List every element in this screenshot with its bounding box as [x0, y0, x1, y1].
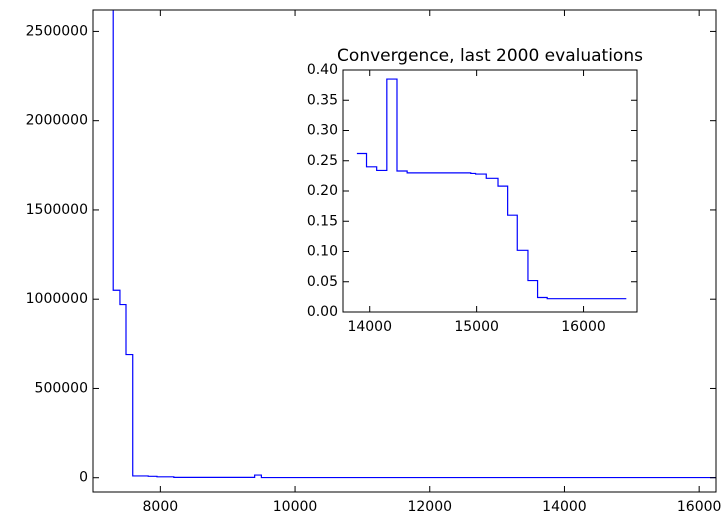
data-line	[112, 10, 716, 479]
x-tick-label: 16000	[677, 499, 722, 515]
y-tick-label: 0.20	[307, 183, 338, 199]
y-tick-label: 1000000	[26, 291, 88, 307]
x-tick-label: 12000	[407, 499, 452, 515]
y-tick-label: 0.05	[307, 274, 338, 290]
y-tick-label: 0.15	[307, 213, 338, 229]
chart-title: Convergence, last 2000 evaluations	[337, 46, 643, 66]
x-tick-label: 14000	[347, 319, 392, 335]
y-tick-label: 0	[79, 470, 88, 486]
y-tick-label: 0.30	[307, 123, 338, 139]
y-tick-label: 1500000	[26, 202, 88, 218]
x-tick-label: 10000	[273, 499, 318, 515]
x-tick-label: 16000	[561, 319, 606, 335]
plot-area	[343, 70, 637, 312]
y-tick-label: 500000	[35, 380, 88, 396]
y-tick-label: 0.35	[307, 92, 338, 108]
x-tick-label: 14000	[542, 499, 587, 515]
y-tick-label: 0.00	[307, 304, 338, 320]
y-tick-label: 0.25	[307, 153, 338, 169]
y-tick-label: 0.40	[307, 62, 338, 78]
x-tick-label: 8000	[143, 499, 179, 515]
axes-frame	[92, 9, 717, 493]
data-line	[356, 78, 627, 300]
y-tick-label: 0.10	[307, 244, 338, 260]
y-tick-label: 2500000	[26, 23, 88, 39]
y-tick-label: 2000000	[26, 113, 88, 129]
x-tick-label: 15000	[454, 319, 499, 335]
